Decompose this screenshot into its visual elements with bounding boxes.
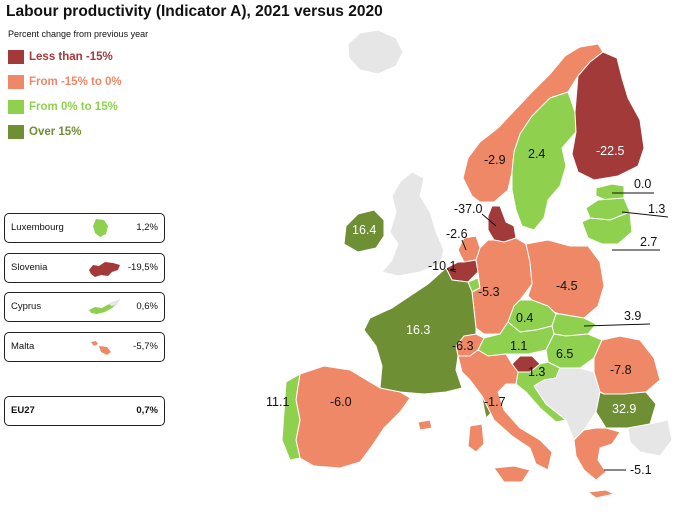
crete-shape	[587, 489, 615, 499]
legend-label: Over 15%	[29, 126, 82, 138]
turkey-shape	[627, 419, 673, 457]
slovakia-leader	[583, 323, 651, 327]
bulgaria-shape	[595, 391, 657, 429]
eu-name: EU27	[11, 405, 35, 416]
label-lithuania: 2.7	[640, 235, 657, 249]
label-greece: -5.1	[630, 463, 652, 477]
portugal-shape	[281, 373, 301, 461]
inset-name: Slovenia	[11, 262, 48, 273]
cyprus-shape	[89, 299, 120, 314]
label-france: 16.3	[406, 323, 430, 337]
poland-shape	[525, 239, 605, 319]
label-italy: -1.7	[484, 395, 506, 409]
legend-label: Less than -15%	[29, 51, 113, 63]
label-latvia: 1.3	[648, 202, 665, 216]
label-romania: -7.8	[610, 363, 632, 377]
label-bulgaria: 32.9	[612, 402, 636, 416]
legend-item-less-than-minus15: Less than -15%	[8, 50, 122, 64]
label-norway: -2.9	[484, 153, 506, 167]
country-shapes	[281, 29, 673, 499]
map-title: Labour productivity (Indicator A), 2021 …	[6, 3, 383, 20]
label-poland: -4.5	[556, 279, 578, 293]
legend-label: From 0% to 15%	[29, 101, 118, 113]
italy-shape	[457, 349, 553, 471]
inset-slovenia: Slovenia -19,5%	[4, 253, 165, 283]
label-austria: 1.1	[510, 339, 527, 353]
legend: Less than -15% From -15% to 0% From 0% t…	[8, 50, 122, 150]
label-ireland: 16.4	[352, 223, 376, 237]
inset-value: -19,5%	[127, 262, 158, 273]
sicily-shape	[493, 465, 531, 483]
inset-name: Luxembourg	[11, 222, 64, 233]
belgium-leader	[449, 269, 457, 273]
malta-shape	[91, 341, 111, 355]
inset-name: Malta	[11, 341, 35, 352]
inset-value: -5,7%	[133, 341, 158, 352]
label-slovenia: 1.3	[528, 365, 545, 379]
sardinia-shape	[467, 423, 485, 453]
label-switzerland: -6.3	[452, 339, 474, 353]
label-czechia: 0.4	[516, 311, 533, 325]
inset-value: 0,6%	[136, 301, 158, 312]
label-netherlands: -2.6	[446, 227, 468, 241]
label-spain: -6.0	[330, 395, 352, 409]
inset-eu27: EU27 0,7%	[4, 396, 165, 426]
slovenia-shape	[89, 262, 120, 277]
legend-swatch	[8, 100, 24, 114]
latvia-leader	[621, 211, 669, 218]
inset-luxembourg: Luxembourg 1,2%	[4, 213, 165, 243]
legend-swatch	[8, 75, 24, 89]
label-sweden: 2.4	[528, 147, 545, 161]
label-finland: -22.5	[596, 144, 625, 158]
finland-shape	[571, 51, 645, 181]
slovakia-shape	[551, 313, 597, 337]
denmark-leader	[481, 213, 497, 227]
greece-shape	[573, 427, 621, 481]
inset-name: Cyprus	[11, 301, 42, 312]
estonia-shape	[595, 183, 625, 201]
netherlands-leader	[461, 239, 467, 251]
label-denmark: -37.0	[454, 202, 483, 216]
legend-swatch	[8, 50, 24, 64]
legend-label: From -15% to 0%	[29, 76, 122, 88]
inset-value: 1,2%	[136, 222, 158, 233]
leader-lines	[449, 192, 669, 471]
balearic-shape	[417, 419, 433, 431]
eu-value: 0,7%	[136, 405, 158, 416]
sweden-shape	[511, 91, 577, 231]
label-slovakia: 3.9	[624, 309, 641, 323]
ireland-shape	[343, 209, 385, 253]
label-portugal: 11.1	[266, 395, 289, 409]
label-belgium: -10.1	[428, 259, 457, 273]
label-hungary: 6.5	[556, 347, 573, 361]
legend-swatch	[8, 125, 24, 139]
luxembourg-shape	[93, 219, 108, 237]
map-subtitle: Percent change from previous year	[8, 29, 149, 39]
value-labels: -22.5 2.4 -2.9 0.0 1.3 2.7 -37.0 -2.6 -1…	[266, 144, 665, 477]
denmark-shape	[487, 205, 517, 243]
inset-malta: Malta -5,7%	[4, 332, 165, 362]
legend-item-0-to-15: From 0% to 15%	[8, 100, 122, 114]
iceland-shape	[347, 29, 404, 75]
ukraine-shape	[595, 255, 671, 359]
inset-cyprus: Cyprus 0,6%	[4, 292, 165, 322]
france-shape	[363, 267, 477, 395]
legend-item-minus15-to-0: From -15% to 0%	[8, 75, 122, 89]
label-estonia: 0.0	[634, 177, 651, 191]
legend-item-over15: Over 15%	[8, 125, 122, 139]
label-germany: -5.3	[478, 285, 500, 299]
uk-shape	[381, 171, 445, 277]
